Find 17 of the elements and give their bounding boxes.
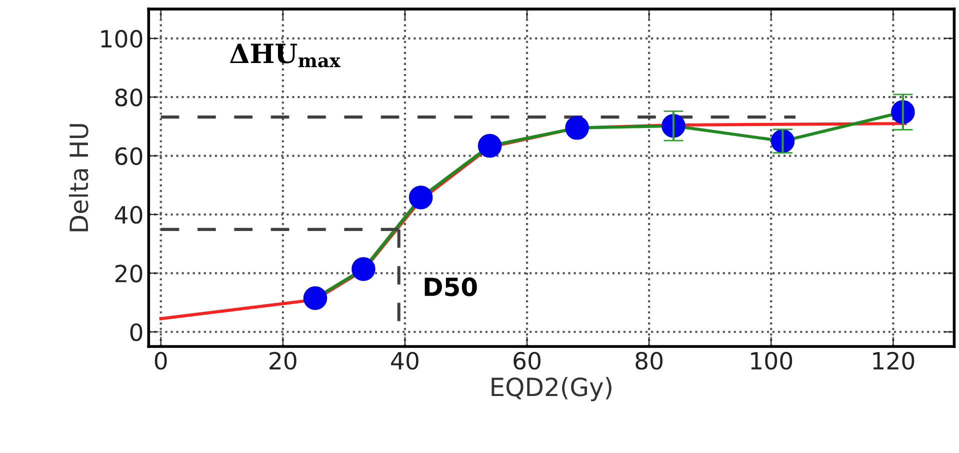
y-tick-label: 40 [114,206,142,224]
y-tick-label: 100 [101,30,142,48]
x-tick-label: 60 [514,352,540,370]
x-tick-label: 0 [154,352,167,370]
x-tick-label: 20 [270,352,296,370]
annotation: ΔHU$_{max}$ [230,44,341,68]
y-tick-label: 0 [130,323,142,342]
annotation: D50 [424,277,477,296]
x-tick-label: 80 [636,352,663,370]
x-axis-title: EQD2(Gy) [492,377,612,402]
y-tick-label: 20 [115,264,142,282]
x-tick-label: 120 [873,352,914,370]
x-tick-label: 40 [391,352,418,370]
y-tick-label: 60 [115,147,142,166]
y-tick-label: 80 [115,88,142,106]
y-axis-title: Delta HU [68,124,88,232]
x-tick-label: 100 [751,352,792,370]
